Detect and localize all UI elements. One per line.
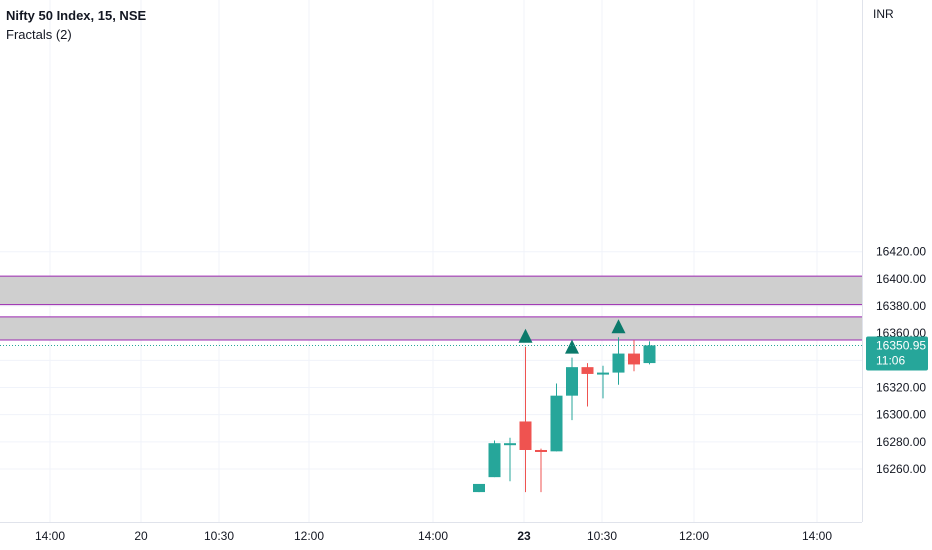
price-tick-label: 16280.00 bbox=[876, 435, 926, 449]
time-tick-label: 14:00 bbox=[35, 529, 65, 543]
candle-body bbox=[612, 353, 625, 373]
price-tick-label: 16400.00 bbox=[876, 272, 926, 286]
time-tick-label: 10:30 bbox=[204, 529, 234, 543]
resistance-zones bbox=[0, 275, 862, 341]
plot-area[interactable] bbox=[0, 0, 862, 522]
indicator-legend[interactable]: Fractals (2) bbox=[6, 27, 72, 42]
price-tick-label: 16260.00 bbox=[876, 462, 926, 476]
time-tick-label: 20 bbox=[134, 529, 148, 543]
price-tick-label: 16300.00 bbox=[876, 408, 926, 422]
time-tick-label: 12:00 bbox=[679, 529, 709, 543]
time-tick-label: 12:00 bbox=[294, 529, 324, 543]
candle[interactable] bbox=[566, 357, 578, 421]
candle[interactable] bbox=[581, 363, 594, 407]
candle[interactable] bbox=[473, 483, 485, 493]
candle[interactable] bbox=[488, 440, 501, 478]
candle[interactable] bbox=[535, 448, 547, 493]
candle[interactable] bbox=[643, 341, 656, 365]
candle[interactable] bbox=[628, 339, 640, 372]
candle-body bbox=[473, 483, 485, 493]
currency-label: INR bbox=[873, 7, 894, 21]
last-price-tag-background bbox=[866, 336, 928, 371]
fractal-up-marker bbox=[611, 319, 626, 334]
fractal-up-marker bbox=[518, 328, 533, 343]
candle[interactable] bbox=[597, 365, 609, 399]
time-tick-label: 14:00 bbox=[418, 529, 448, 543]
candle[interactable] bbox=[519, 346, 532, 493]
bar-countdown: 11:06 bbox=[876, 353, 905, 367]
candles bbox=[473, 337, 656, 493]
last-price-value: 16350.95 bbox=[876, 338, 926, 352]
candle-body bbox=[504, 443, 516, 446]
time-tick-label: 10:30 bbox=[587, 529, 617, 543]
symbol-title[interactable]: Nifty 50 Index, 15, NSE bbox=[6, 8, 146, 23]
candle-body bbox=[597, 372, 609, 375]
candle-body bbox=[581, 367, 594, 374]
candle-body bbox=[628, 353, 640, 365]
fractal-up-marker bbox=[565, 339, 579, 354]
price-axis[interactable]: 16260.0016280.0016300.0016320.0016340.00… bbox=[876, 245, 926, 476]
fractal-markers bbox=[518, 319, 626, 354]
candle-body bbox=[488, 443, 501, 478]
zone-rectangle[interactable] bbox=[0, 276, 862, 305]
candle-body bbox=[566, 367, 578, 396]
zone-rectangle[interactable] bbox=[0, 316, 862, 340]
time-tick-label: 14:00 bbox=[802, 529, 832, 543]
candle-body bbox=[550, 395, 563, 452]
candle-body bbox=[535, 449, 547, 452]
time-tick-label: 23 bbox=[517, 529, 531, 543]
candle[interactable] bbox=[550, 383, 563, 452]
last-price-tag: 16350.95 11:06 bbox=[866, 336, 928, 371]
time-axis[interactable]: 14:00 20 10:30 12:00 14:00 23 10:30 12:00 14:00 bbox=[35, 529, 832, 543]
price-tick-label: 16380.00 bbox=[876, 299, 926, 313]
candle[interactable] bbox=[504, 437, 516, 482]
price-tick-label: 16320.00 bbox=[876, 381, 926, 395]
candle-body bbox=[519, 421, 532, 450]
candle-body bbox=[643, 345, 656, 364]
price-tick-label: 16420.00 bbox=[876, 245, 926, 259]
